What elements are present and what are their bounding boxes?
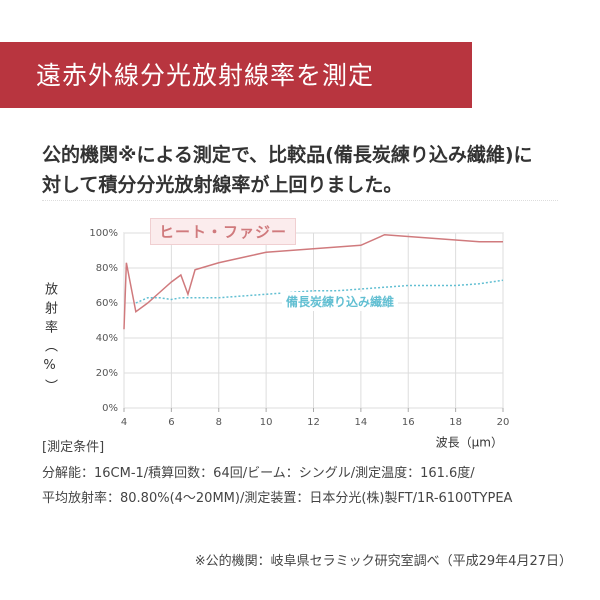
- y-tick-label: 0%: [102, 403, 118, 414]
- footnote: ※公的機関：岐阜県セラミック研究室調べ（平成29年4月27日）: [194, 554, 572, 569]
- conditions-line: 分解能：16CM-1/積算回数：64回/ビーム：シングル/測定温度：161.6度…: [42, 466, 475, 481]
- y-tick-label: 80%: [96, 263, 118, 274]
- x-tick-label: 4: [121, 417, 127, 428]
- series-line: [123, 233, 503, 330]
- y-tick-label: 20%: [96, 368, 118, 379]
- x-tick-label: 6: [168, 417, 174, 428]
- conditions-line: 平均放射率：80.80%(4〜20MM)/測定装置：日本分光(株)製FT/1R-…: [42, 491, 513, 506]
- title: 遠赤外線分光放射線率を測定: [36, 61, 375, 90]
- legend-label: ヒート・ファジー: [150, 218, 297, 245]
- title-banner: [0, 42, 472, 108]
- conditions-heading: [測定条件]: [42, 440, 105, 455]
- x-tick-label: 20: [497, 417, 510, 428]
- x-tick-label: 14: [355, 417, 368, 428]
- intro-line: 公的機関※による測定で、比較品(備長炭練り込み繊維)に: [42, 144, 533, 166]
- y-tick-label: 100%: [89, 228, 118, 239]
- y-axis-label: 放射率（%）: [42, 282, 57, 398]
- x-tick-label: 12: [307, 417, 320, 428]
- x-axis-label: 波長（μm）: [436, 436, 503, 450]
- x-tick-label: 18: [449, 417, 462, 428]
- legend-label: 備長炭練り込み繊維: [282, 292, 399, 311]
- x-tick-label: 16: [402, 417, 415, 428]
- separator: [42, 200, 558, 201]
- series-line: [135, 279, 504, 304]
- intro-line: 対して積分分光放射線率が上回りました。: [42, 174, 403, 196]
- y-tick-label: 40%: [96, 333, 118, 344]
- y-tick-label: 60%: [96, 298, 118, 309]
- x-tick-label: 8: [216, 417, 222, 428]
- x-tick-label: 10: [260, 417, 273, 428]
